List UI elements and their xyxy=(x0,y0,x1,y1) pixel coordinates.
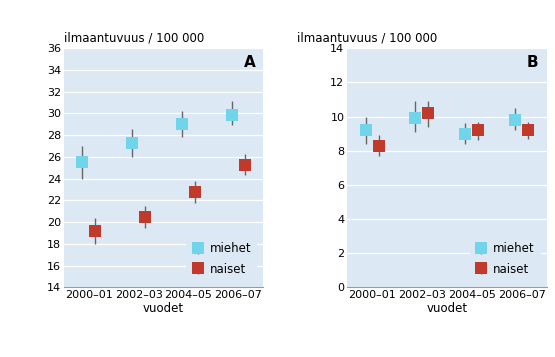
X-axis label: vuodet: vuodet xyxy=(143,302,184,315)
Legend: miehet, naiset: miehet, naiset xyxy=(470,237,541,281)
Text: ilmaantuvuus / 100 000: ilmaantuvuus / 100 000 xyxy=(297,32,437,45)
X-axis label: vuodet: vuodet xyxy=(426,302,467,315)
Text: B: B xyxy=(527,55,539,70)
Text: ilmaantuvuus / 100 000: ilmaantuvuus / 100 000 xyxy=(64,32,204,45)
Legend: miehet, naiset: miehet, naiset xyxy=(186,237,258,281)
Text: A: A xyxy=(244,55,255,70)
